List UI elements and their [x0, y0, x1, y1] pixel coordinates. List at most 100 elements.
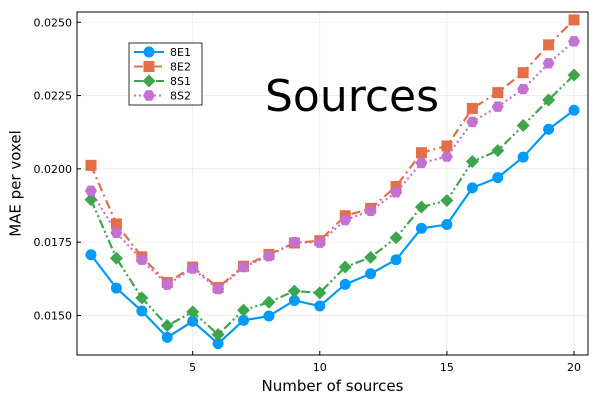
data-point-8s2 [186, 263, 199, 274]
data-point-8s1 [491, 144, 505, 158]
y-axis-ticks: 0.0150 0.0175 0.0200 0.0225 0.0250 [34, 16, 81, 322]
chart-annotation: Sources [265, 71, 439, 122]
data-point-8s2 [517, 83, 530, 95]
legend-label-8e2: 8E2 [170, 61, 191, 74]
data-point-8s2 [339, 214, 352, 226]
data-point-8s2 [440, 151, 453, 162]
legend-marker-8e1 [143, 46, 155, 58]
data-point-8s1 [516, 118, 530, 132]
x-tick-label: 15 [440, 361, 454, 374]
legend-label-8e1: 8E1 [170, 46, 191, 59]
data-point-8e1 [187, 315, 199, 327]
data-point-8s1 [211, 327, 225, 341]
series-8e1 [85, 104, 580, 350]
data-point-8e1 [288, 294, 300, 306]
x-axis-ticks: 5 10 15 20 [189, 351, 581, 374]
data-point-8s2 [390, 187, 403, 198]
y-tick-label: 0.0225 [34, 90, 73, 103]
x-axis-label: Number of sources [262, 377, 404, 395]
data-point-8s2 [415, 157, 428, 169]
series-layer [84, 14, 581, 350]
data-point-8s1 [313, 286, 327, 300]
data-point-8s1 [109, 251, 123, 265]
data-point-8s2 [364, 205, 377, 216]
data-point-8e2 [390, 180, 402, 192]
data-point-8s1 [440, 194, 454, 208]
data-point-8s2 [110, 227, 123, 238]
data-point-8s2 [262, 251, 275, 262]
data-point-8s2 [313, 237, 326, 248]
data-point-8s2 [288, 236, 301, 248]
data-point-8e1 [365, 268, 377, 280]
data-point-8e1 [568, 104, 580, 116]
data-point-8e2 [466, 102, 478, 114]
data-point-8s1 [160, 319, 174, 333]
data-point-8s1 [338, 260, 352, 274]
data-point-8s2 [542, 58, 555, 69]
data-point-8e1 [212, 338, 224, 350]
data-point-8e2 [85, 159, 97, 171]
data-point-8e2 [441, 140, 453, 152]
data-point-8e2 [568, 14, 580, 26]
data-point-8e1 [339, 278, 351, 290]
data-point-8s1 [567, 68, 581, 82]
plot-frame [76, 11, 589, 356]
data-point-8s2 [161, 279, 174, 290]
series-8s1 [84, 68, 581, 341]
series-8s2 [84, 36, 581, 295]
data-point-8e2 [110, 218, 122, 230]
data-point-8s1 [135, 291, 149, 305]
y-tick-label: 0.0175 [34, 236, 73, 249]
data-point-8s2 [568, 36, 581, 47]
data-point-8e2 [543, 39, 555, 51]
y-tick-label: 0.0250 [34, 16, 73, 29]
data-point-8e1 [314, 300, 326, 312]
data-point-8s2 [491, 101, 504, 112]
data-point-8s2 [135, 254, 148, 265]
data-point-8e1 [517, 151, 529, 163]
data-point-8e2 [415, 147, 427, 159]
legend-label-8s2: 8S2 [170, 90, 191, 103]
data-point-8s1 [287, 284, 301, 298]
x-tick-label: 20 [567, 361, 581, 374]
data-point-8e1 [415, 222, 427, 234]
data-point-8s1 [542, 93, 556, 107]
data-point-8e1 [492, 172, 504, 184]
data-point-8s2 [84, 185, 97, 197]
data-point-8e1 [543, 123, 555, 135]
data-point-8s1 [237, 303, 251, 317]
data-point-8e1 [110, 282, 122, 294]
data-point-8e2 [517, 67, 529, 79]
data-point-8e1 [161, 331, 173, 343]
data-point-8s1 [465, 155, 479, 169]
y-axis-label: MAE per voxel [7, 130, 25, 237]
data-point-8e1 [136, 305, 148, 317]
data-point-8e1 [238, 314, 250, 326]
legend-marker-8s1 [142, 74, 156, 88]
data-point-8s1 [364, 250, 378, 264]
data-point-8s2 [237, 261, 250, 273]
data-point-8e1 [390, 254, 402, 266]
data-point-8e1 [263, 310, 275, 322]
data-point-8s2 [212, 283, 225, 295]
legend-marker-8s2 [143, 90, 155, 101]
data-point-8e1 [441, 219, 453, 231]
data-point-8e2 [492, 87, 504, 99]
legend-box [128, 42, 203, 106]
data-point-8s1 [186, 305, 200, 319]
x-tick-label: 5 [189, 361, 196, 374]
data-point-8s1 [414, 200, 428, 214]
data-point-8e1 [85, 249, 97, 261]
data-point-8s1 [262, 295, 276, 309]
y-tick-label: 0.0200 [34, 163, 73, 176]
legend-label-8s1: 8S1 [170, 75, 191, 88]
legend-marker-8e2 [143, 61, 155, 72]
x-tick-label: 10 [313, 361, 327, 374]
data-point-8s2 [466, 116, 479, 128]
data-point-8s1 [389, 231, 403, 245]
data-point-8e1 [466, 182, 478, 194]
y-tick-label: 0.0150 [34, 309, 73, 322]
